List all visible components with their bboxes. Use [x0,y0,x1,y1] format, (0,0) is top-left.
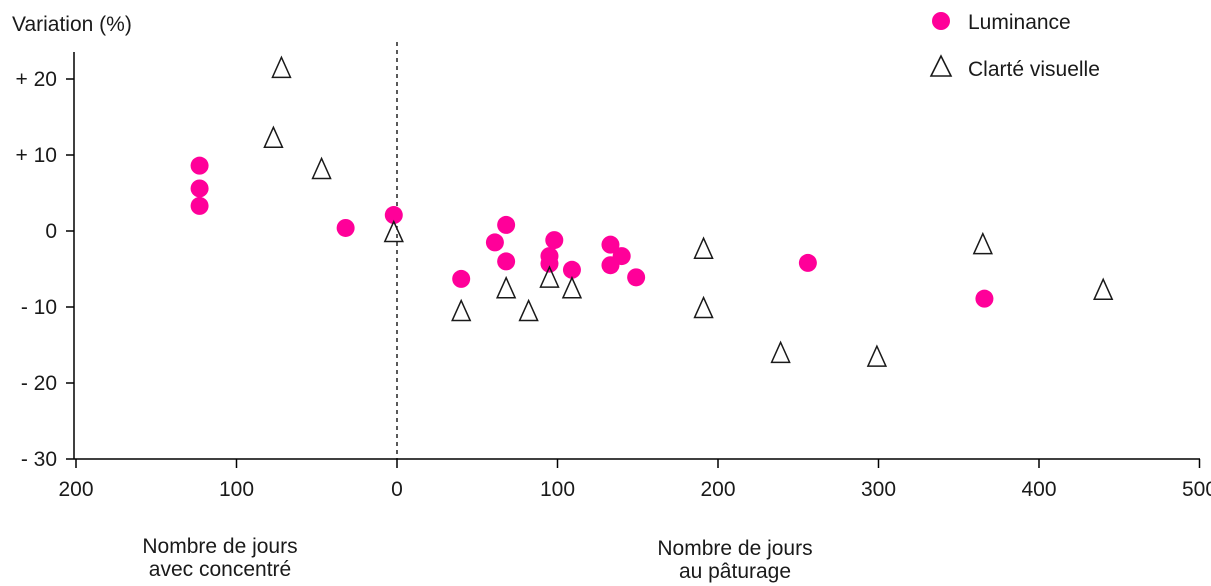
clarte-visuelle-point [693,295,714,319]
y-ticks: + 20 + 10 0 - 10 - 20 - 30 [16,68,74,471]
luminance-point [540,254,559,273]
luminance-point [190,156,209,175]
clarte-visuelle-point [451,298,472,322]
luminance-point [336,218,355,237]
luminance-point [601,235,620,254]
clarte-visuelle-point [271,55,292,79]
legend: Luminance Clarté visuelle [929,11,1100,81]
luminance-point [798,253,817,272]
clarte-visuelle-point [866,344,888,367]
luminance-point [497,252,516,271]
y-tick-label: + 10 [16,144,57,167]
x-tick-label: 400 [1021,478,1056,501]
y-tick-label: 0 [45,220,57,243]
clarte-visuelle-point [693,236,714,259]
x-axis-title-right: Nombre de jours au pâturage [657,537,812,583]
x-axis-title-right-line1: Nombre de jours [657,537,812,560]
luminance-point [627,268,646,287]
clarte-visuelle-point [311,156,332,180]
clarte-visuelle-point [561,275,583,299]
x-tick-label: 300 [861,478,896,501]
x-tick-label: 200 [58,478,93,501]
y-tick-label: + 20 [16,68,57,91]
legend-luminance-label: Luminance [968,11,1071,34]
x-axis-title-right-line2: au pâturage [679,560,791,583]
clarte-visuelle-point [539,265,560,288]
clarte-visuelle-point [972,231,993,255]
y-tick-label: - 20 [21,372,57,395]
x-tick-label: 100 [219,478,254,501]
legend-clarte-label: Clarté visuelle [968,58,1100,81]
x-tick-label: 100 [540,478,575,501]
x-tick-label: 500 [1182,478,1211,501]
clarte-visuelle-point [518,298,539,322]
data-points [190,55,1114,367]
luminance-point [384,206,403,225]
luminance-point [497,215,516,234]
y-tick-label: - 30 [21,448,57,471]
luminance-point [190,179,209,198]
x-axis-title-left-line1: Nombre de jours [142,535,297,558]
x-axis-title-left: Nombre de jours avec concentré [142,535,297,581]
x-tick-label: 200 [700,478,735,501]
luminance-point [452,269,471,288]
x-ticks: 200 100 0 100 200 300 400 500 [58,459,1211,501]
axes [73,42,1200,460]
y-axis-title: Variation (%) [12,13,132,36]
luminance-point [975,289,994,308]
x-axis-title-left-line2: avec concentré [149,558,291,581]
luminance-point [545,231,564,250]
clarte-visuelle-point [263,125,284,149]
legend-clarte-marker [929,54,953,77]
clarte-visuelle-point [1093,277,1114,301]
luminance-point [612,247,631,266]
clarte-visuelle-point [383,219,404,243]
luminance-point [485,233,504,252]
luminance-point [190,196,209,215]
luminance-point [562,260,581,279]
x-tick-label: 0 [391,478,403,501]
clarte-visuelle-point [495,275,517,299]
clarte-visuelle-point [770,340,791,364]
legend-luminance-marker [932,12,950,30]
y-tick-label: - 10 [21,296,57,319]
